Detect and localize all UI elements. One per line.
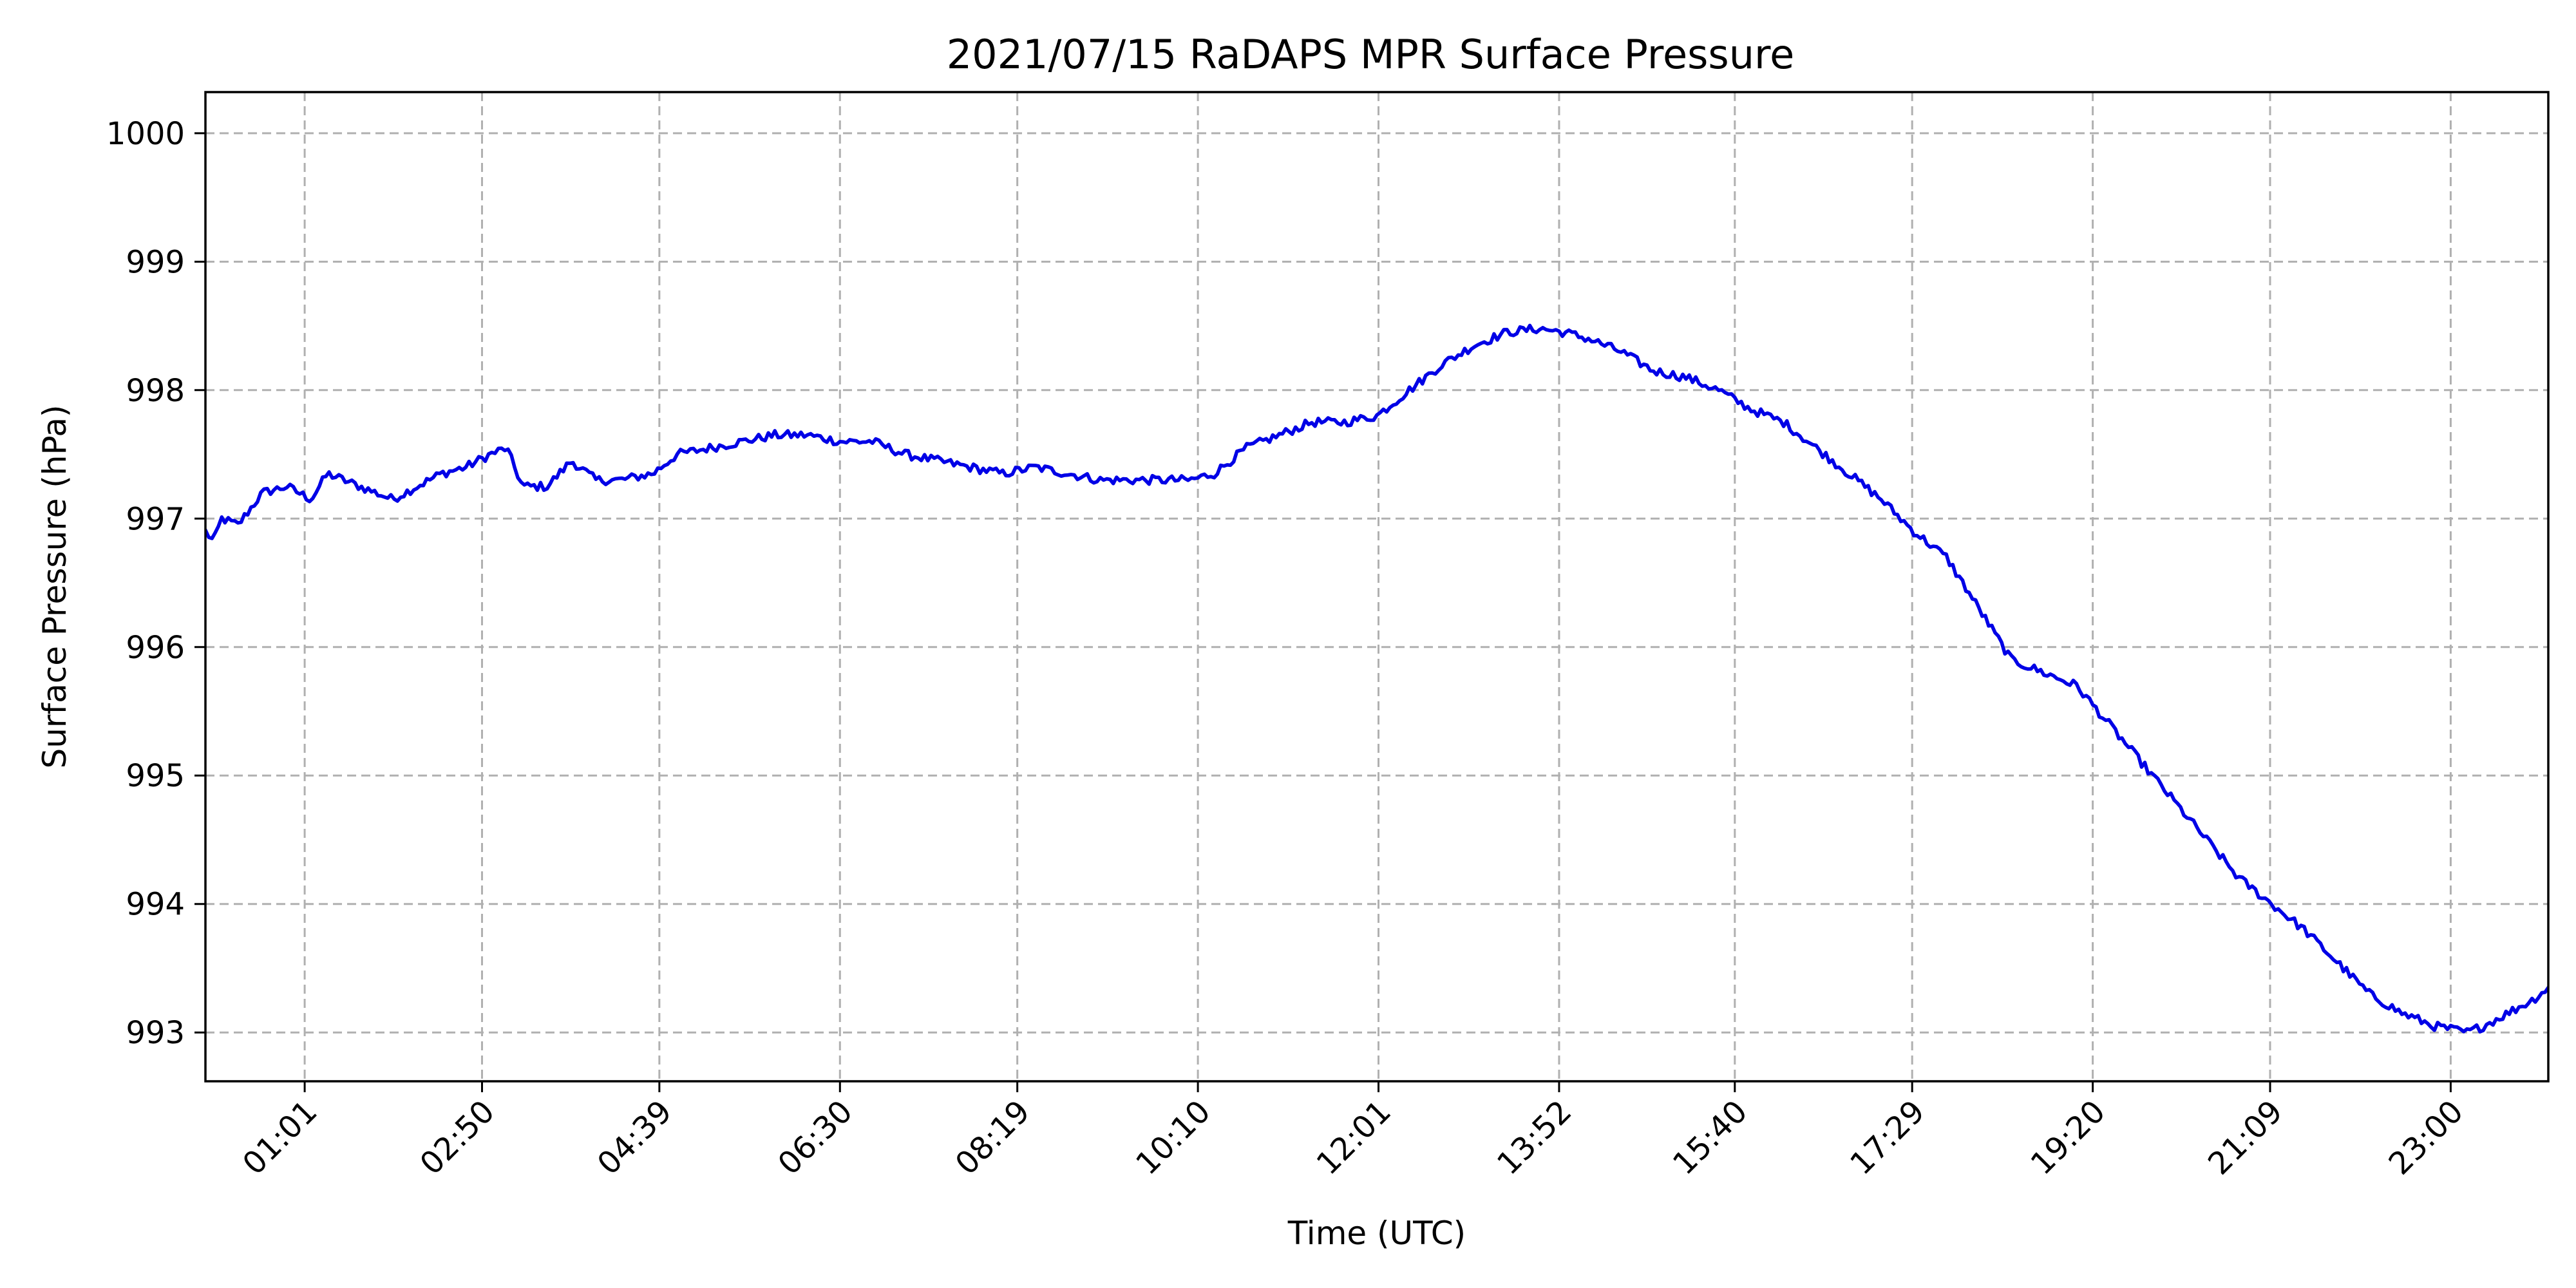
x-tick-label: 13:52 <box>1490 1094 1578 1182</box>
y-tick-label: 997 <box>126 501 185 537</box>
x-axis-label: Time (UTC) <box>1287 1215 1466 1252</box>
y-axis: 993 994 995 996 997 998 999 1000 <box>106 116 205 1051</box>
x-tick-label: 19:20 <box>2024 1094 2112 1182</box>
y-axis-label: Surface Pressure (hPa) <box>36 404 73 768</box>
x-tick-label: 15:40 <box>1666 1094 1754 1182</box>
x-tick-label: 01:01 <box>236 1094 324 1182</box>
y-tick-label: 1000 <box>106 116 185 152</box>
x-tick-label: 02:50 <box>413 1094 502 1182</box>
x-tick-label: 23:00 <box>2382 1094 2470 1182</box>
x-tick-label: 17:29 <box>1843 1094 1931 1182</box>
x-tick-label: 06:30 <box>771 1094 859 1182</box>
x-tick-label: 21:09 <box>2201 1094 2289 1182</box>
x-tick-label: 12:01 <box>1310 1094 1398 1182</box>
series-line <box>205 323 2548 1034</box>
x-tick-label: 10:10 <box>1129 1094 1217 1182</box>
y-tick-label: 999 <box>126 244 185 280</box>
y-tick-label: 996 <box>126 630 185 666</box>
series-layer <box>205 323 2548 1034</box>
x-tick-label: 04:39 <box>591 1094 679 1182</box>
x-tick-label: 08:19 <box>949 1094 1037 1182</box>
y-tick-label: 995 <box>126 758 185 794</box>
grid-lines <box>205 92 2548 1081</box>
y-tick-label: 993 <box>126 1015 185 1051</box>
chart-title: 2021/07/15 RaDAPS MPR Surface Pressure <box>947 31 1795 78</box>
plot-frame <box>204 91 2550 1083</box>
x-axis: 01:01 02:50 04:39 06:30 08:19 10:10 12:01 13:52… <box>236 1081 2470 1182</box>
y-tick-label: 998 <box>126 373 185 409</box>
y-tick-label: 994 <box>126 887 185 923</box>
